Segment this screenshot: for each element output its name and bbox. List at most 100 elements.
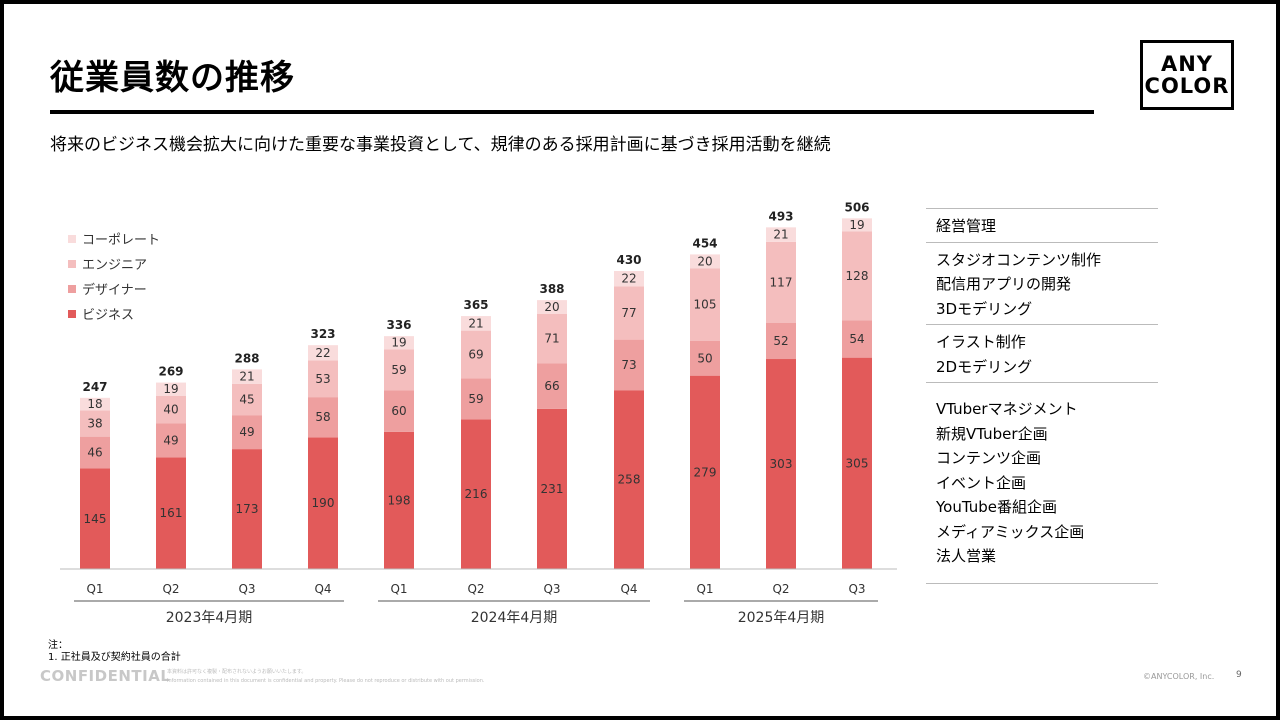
department-group: 経営管理 — [926, 208, 1158, 242]
data-label-engineer: 117 — [770, 275, 793, 289]
legend-label: ビジネス — [82, 308, 135, 323]
department-item: スタジオコンテンツ制作 — [936, 250, 1102, 269]
department-list: 経営管理スタジオコンテンツ制作 配信用アプリの開発 3Dモデリング イラスト制作 2Dモ… — [926, 208, 1158, 584]
legend-swatch — [68, 284, 76, 293]
bar-segment-designer — [308, 397, 338, 438]
data-label-designer: 49 — [163, 433, 178, 447]
total-label: 288 — [234, 351, 259, 365]
page-subtitle: 将来のビジネス機会拡大に向けた重要な事業投資として、規律のある採用計画に基づき採… — [50, 135, 831, 155]
x-tick-label: Q1 — [86, 582, 103, 596]
bar-segment-designer — [384, 390, 414, 432]
logo-line-1: ANY — [1160, 52, 1214, 76]
bar-segment-engineer — [384, 349, 414, 391]
data-label-corporate: 19 — [849, 218, 864, 232]
notes-label: 注： — [48, 640, 68, 651]
bar-segment-engineer — [766, 241, 796, 323]
x-tick-label: Q1 — [390, 582, 407, 596]
total-label: 493 — [768, 209, 793, 223]
data-label-designer: 52 — [773, 334, 788, 348]
bar-segment-corporate — [156, 382, 186, 396]
bar-segment-designer — [690, 341, 720, 376]
department-group: スタジオコンテンツ制作 配信用アプリの開発 3Dモデリング — [926, 241, 1158, 325]
legend-label: デザイナー — [82, 283, 147, 298]
total-label: 247 — [82, 380, 107, 394]
bar-segment-engineer — [80, 410, 110, 437]
notes: 注： 1. 正社員及び契約社員の合計 — [48, 640, 181, 664]
data-label-engineer: 40 — [163, 403, 178, 417]
logo-line-2: COLOR — [1144, 74, 1230, 98]
bar-segment-engineer — [461, 330, 491, 379]
department-item: メディアミックス企画 — [936, 522, 1085, 541]
total-label: 388 — [539, 282, 564, 296]
department-item: イベント企画 — [936, 473, 1027, 492]
department-item: 法人営業 — [936, 547, 997, 565]
x-tick-label: Q3 — [543, 582, 560, 596]
bar-segment-corporate — [614, 271, 644, 287]
x-tick-label: Q2 — [772, 582, 789, 596]
data-label-business: 305 — [846, 456, 869, 470]
department-group: VTuberマネジメント 新規VTuber企画 コンテンツ企画 イベント企画 YouTu… — [926, 382, 1158, 584]
bar-segment-designer — [461, 378, 491, 420]
bar-segment-corporate — [537, 300, 567, 314]
data-label-engineer: 105 — [694, 298, 717, 312]
data-label-designer: 50 — [697, 351, 712, 365]
data-label-corporate: 22 — [315, 346, 330, 360]
data-label-business: 303 — [770, 457, 793, 471]
data-label-business: 258 — [618, 473, 641, 487]
bar-segment-corporate — [461, 316, 491, 331]
department-item: 経営管理 — [936, 217, 997, 235]
x-tick-label: Q4 — [314, 582, 331, 596]
data-label-engineer: 59 — [391, 363, 406, 377]
title-divider — [50, 110, 1094, 114]
data-label-engineer: 69 — [468, 348, 483, 362]
data-label-corporate: 19 — [163, 382, 178, 396]
bar-segment-designer — [537, 363, 567, 409]
data-label-business: 161 — [160, 506, 183, 520]
x-tick-label: Q1 — [696, 582, 713, 596]
data-label-designer: 59 — [468, 392, 483, 406]
legend-item: エンジニア — [68, 251, 160, 276]
bar-segment-designer — [766, 322, 796, 360]
bar-segment-designer — [614, 339, 644, 391]
bar-segment-corporate — [384, 336, 414, 350]
page-title: 従業員数の推移 — [50, 58, 295, 98]
data-label-engineer: 38 — [87, 416, 102, 430]
bar-segment-engineer — [156, 395, 186, 424]
data-label-business: 231 — [541, 482, 564, 496]
bar-segment-corporate — [766, 227, 796, 242]
data-label-corporate: 21 — [773, 228, 788, 242]
bar-segment-designer — [842, 320, 872, 358]
bar-segment-corporate — [308, 345, 338, 361]
bar-segment-business — [308, 437, 338, 569]
fineprint-line-2: Information contained in this document i… — [167, 678, 485, 684]
department-item: 2Dモデリング — [936, 357, 1033, 376]
data-label-business: 198 — [388, 493, 411, 507]
confidential-mark: CONFIDENTIAL — [40, 667, 171, 685]
total-label: 506 — [844, 200, 869, 214]
total-label: 430 — [616, 253, 641, 267]
bar-segment-corporate — [80, 397, 110, 411]
total-label: 323 — [310, 327, 335, 341]
data-label-engineer: 77 — [621, 306, 636, 320]
data-label-corporate: 21 — [468, 316, 483, 330]
bar-segment-business — [537, 408, 567, 569]
chart-legend: コーポレート エンジニア デザイナー ビジネス — [68, 226, 160, 326]
total-label: 365 — [463, 298, 488, 312]
data-label-designer: 66 — [544, 379, 559, 393]
department-group: イラスト制作 2Dモデリング — [926, 324, 1158, 382]
bar-segment-business — [690, 375, 720, 569]
data-label-corporate: 20 — [544, 300, 559, 314]
total-label: 336 — [386, 318, 411, 332]
legend-swatch — [68, 234, 76, 243]
data-label-business: 216 — [465, 487, 488, 501]
bar-segment-engineer — [690, 268, 720, 342]
data-label-engineer: 53 — [315, 372, 330, 386]
data-label-engineer: 71 — [544, 332, 559, 346]
anycolor-logo: ANY COLOR — [1140, 40, 1234, 110]
bar-segment-corporate — [690, 254, 720, 269]
data-label-designer: 46 — [87, 446, 102, 460]
bar-segment-business — [766, 359, 796, 569]
x-tick-label: Q4 — [620, 582, 637, 596]
bar-segment-engineer — [842, 231, 872, 321]
bar-segment-designer — [232, 415, 262, 450]
